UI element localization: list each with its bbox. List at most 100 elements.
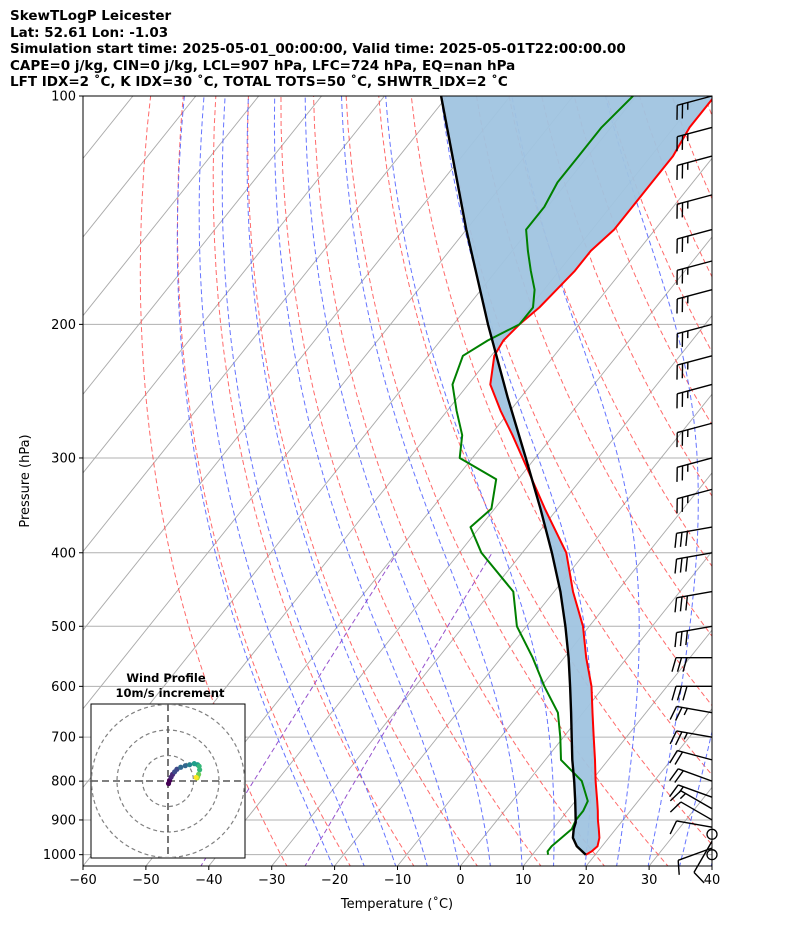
isotherm-line bbox=[397, 472, 712, 866]
wind-profile-title: Wind Profile bbox=[126, 671, 206, 685]
wind-barb-feather bbox=[671, 657, 677, 672]
wind-barb bbox=[677, 95, 713, 106]
y-tick-label: 900 bbox=[51, 813, 76, 828]
instability-shading bbox=[441, 96, 712, 855]
isotherm-line bbox=[711, 865, 712, 866]
wind-barb-feather bbox=[674, 597, 678, 613]
dewpoint-line bbox=[451, 96, 634, 855]
wind-barb-feather bbox=[674, 751, 684, 765]
x-tick-label: −10 bbox=[384, 873, 411, 888]
isotherm-line bbox=[83, 96, 385, 474]
parcel-line bbox=[439, 96, 587, 856]
wind-barb bbox=[677, 355, 713, 366]
indices-line: LFT IDX=2 ˚C, K IDX=30 ˚C, TOTAL TOTS=50… bbox=[10, 74, 508, 90]
wind-barb-feather bbox=[669, 768, 679, 782]
wind-barb-feather bbox=[669, 706, 678, 720]
wind-barb bbox=[677, 194, 713, 205]
wind-barb-feather bbox=[685, 630, 689, 646]
y-tick-label: 300 bbox=[51, 451, 76, 466]
y-tick-label: 500 bbox=[51, 620, 76, 635]
x-tick-label: −40 bbox=[195, 873, 222, 888]
moist-adiabat bbox=[246, 96, 428, 866]
wind-profile-point bbox=[193, 774, 199, 781]
isotherm-line bbox=[334, 393, 712, 866]
wind-barb-feather bbox=[669, 750, 678, 764]
wind-barb bbox=[677, 457, 713, 468]
wind-barb-feather bbox=[679, 631, 683, 647]
moist-adiabat bbox=[511, 96, 640, 866]
wind-profile-area bbox=[91, 704, 245, 858]
wind-barb-feather bbox=[674, 558, 678, 574]
isotherm-line bbox=[83, 96, 448, 553]
wind-barb bbox=[676, 625, 713, 634]
dry-adiabat bbox=[345, 96, 669, 866]
wind-barb-feather bbox=[674, 770, 684, 783]
wind-barb-half-feather bbox=[683, 732, 689, 740]
wind-barb bbox=[677, 383, 713, 395]
wind-barb bbox=[677, 228, 713, 240]
wind-barb bbox=[680, 801, 713, 821]
wind-barb bbox=[677, 155, 713, 167]
wind-barb bbox=[677, 749, 713, 761]
chart-header: SkewTLogP Leicester Lat: 52.61 Lon: -1.0… bbox=[10, 8, 626, 91]
y-tick-label: 700 bbox=[51, 731, 76, 746]
wind-barb-feather bbox=[679, 557, 683, 573]
x-tick-label: 30 bbox=[641, 873, 658, 888]
mixing-ratio-line bbox=[304, 552, 493, 866]
wind-barb bbox=[676, 705, 713, 714]
wind-barb-half-feather bbox=[683, 708, 689, 716]
dry-adiabat bbox=[704, 96, 712, 118]
isotherm-line bbox=[522, 629, 712, 866]
wind-barb bbox=[676, 820, 713, 828]
wind-barb-feather bbox=[671, 686, 677, 701]
y-axis-label: Pressure (hPa) bbox=[18, 434, 33, 527]
wind-barb-feather bbox=[679, 596, 683, 612]
isotherm-line bbox=[648, 786, 712, 866]
isotherm-line bbox=[775, 96, 794, 866]
wind-barb-feather bbox=[669, 801, 682, 813]
wind-barb bbox=[677, 488, 713, 500]
wind-barb bbox=[680, 790, 713, 810]
y-tick-label: 100 bbox=[51, 90, 76, 105]
wind-barb-feather bbox=[693, 871, 705, 884]
moist-adiabat bbox=[742, 96, 794, 868]
wind-barb-feather bbox=[674, 731, 683, 746]
y-tick-label: 800 bbox=[51, 775, 76, 790]
dry-adiabat bbox=[212, 96, 415, 866]
wind-barb-feather bbox=[669, 820, 678, 835]
isotherm-line bbox=[0, 96, 7, 866]
wind-barb-feather bbox=[669, 730, 678, 745]
wind-barb bbox=[677, 768, 713, 782]
dry-adiabat bbox=[176, 96, 351, 866]
wind-barb-feather bbox=[685, 531, 689, 546]
dry-adiabat bbox=[280, 96, 542, 866]
dry-adiabat bbox=[671, 96, 712, 200]
wind-barb bbox=[677, 126, 713, 138]
wind-barb-feather bbox=[679, 532, 683, 547]
y-tick-label: 400 bbox=[51, 546, 76, 561]
moist-adiabat bbox=[304, 96, 491, 866]
y-tick-label: 600 bbox=[51, 680, 76, 695]
x-tick-label: 20 bbox=[578, 873, 595, 888]
wind-barb bbox=[676, 590, 713, 599]
dry-adiabat bbox=[638, 96, 712, 278]
moist-adiabat bbox=[710, 861, 712, 866]
wind-barb-feather bbox=[674, 533, 678, 548]
wind-profile-subtitle: 10m/s increment bbox=[116, 686, 225, 700]
moist-adiabat bbox=[221, 96, 397, 866]
time-line: Simulation start time: 2025-05-01_00:00:… bbox=[10, 41, 626, 57]
isotherm-line bbox=[585, 708, 712, 866]
isotherm-line bbox=[83, 96, 322, 395]
x-tick-label: −50 bbox=[132, 873, 159, 888]
wind-profile-point bbox=[178, 764, 184, 770]
wind-barb bbox=[676, 552, 713, 560]
isotherm-line bbox=[460, 550, 712, 866]
wind-barb-feather bbox=[685, 595, 689, 611]
dry-adiabat bbox=[730, 79, 794, 868]
moist-adiabat bbox=[198, 96, 365, 866]
wind-profile-point bbox=[182, 763, 188, 769]
wind-barb-feather bbox=[676, 686, 683, 701]
isotherm-line bbox=[208, 236, 712, 866]
dry-adiabat bbox=[475, 96, 712, 637]
chart-title: SkewTLogP Leicester bbox=[10, 8, 172, 24]
